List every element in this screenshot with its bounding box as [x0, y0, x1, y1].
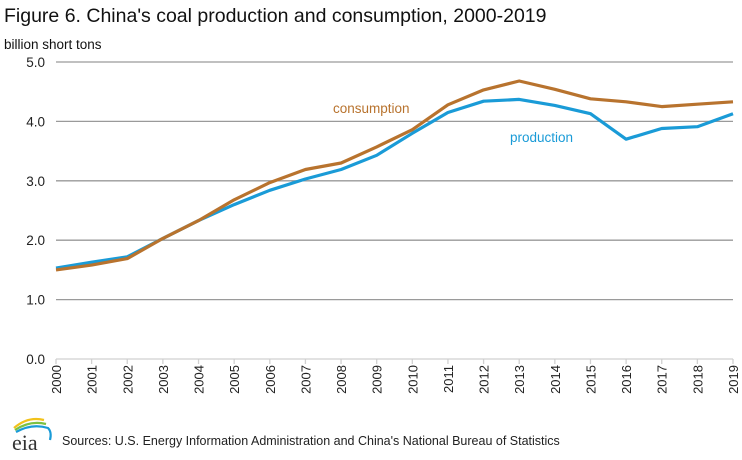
x-tick-label: 2017 — [655, 365, 670, 394]
series-label-consumption: consumption — [333, 101, 410, 116]
y-tick-label: 5.0 — [26, 55, 45, 70]
x-tick-label: 2001 — [85, 365, 100, 394]
eia-logo-text: eia — [12, 430, 38, 454]
y-tick-label: 2.0 — [26, 233, 45, 248]
y-tick-label: 1.0 — [26, 293, 45, 308]
x-tick-label: 2008 — [334, 365, 349, 394]
chart-title: Figure 6. China's coal production and co… — [4, 5, 547, 27]
x-tick-label: 2009 — [370, 365, 385, 394]
x-tick-label: 2013 — [512, 365, 527, 394]
x-tick-label: 2005 — [227, 365, 242, 394]
x-tick-label: 2007 — [298, 365, 313, 394]
source-note: Sources: U.S. Energy Information Adminis… — [62, 434, 560, 448]
y-tick-label: 3.0 — [26, 174, 45, 189]
y-tick-label: 4.0 — [26, 114, 45, 129]
x-tick-label: 2011 — [441, 365, 456, 393]
x-tick-label: 2002 — [120, 365, 135, 394]
y-tick-label: 0.0 — [26, 352, 45, 367]
x-tick-label: 2004 — [192, 365, 207, 394]
y-axis-unit-label: billion short tons — [4, 37, 102, 52]
series-line-consumption — [55, 79, 734, 272]
x-tick-label: 2016 — [619, 365, 634, 394]
x-tick-label: 2018 — [690, 365, 705, 394]
x-tick-label: 2010 — [405, 365, 420, 394]
x-tick-label: 2019 — [726, 365, 741, 394]
x-tick-label: 2015 — [583, 365, 598, 394]
x-tick-label: 2014 — [548, 365, 563, 394]
series-lines — [55, 79, 734, 272]
x-tick-label: 2006 — [263, 365, 278, 394]
line-chart: 0.01.02.03.04.05.0 2000 2001 2002 2003 2004 2… — [26, 55, 741, 394]
series-labels: consumption production — [333, 101, 573, 145]
x-tick-label: 2000 — [49, 365, 64, 394]
x-tick-label: 2012 — [477, 365, 492, 394]
x-axis — [55, 358, 734, 364]
gridlines — [56, 61, 733, 301]
series-label-production: production — [510, 130, 573, 145]
y-axis-tick-labels: 0.0 1.0 2.0 3.0 4.0 5.0 — [26, 55, 45, 367]
x-axis-tick-labels: 2000 2001 2002 2003 2004 2005 2006 2007 2008 2009… — [49, 365, 741, 394]
x-tick-label: 2003 — [156, 365, 171, 394]
eia-logo-icon: eia — [6, 414, 56, 459]
